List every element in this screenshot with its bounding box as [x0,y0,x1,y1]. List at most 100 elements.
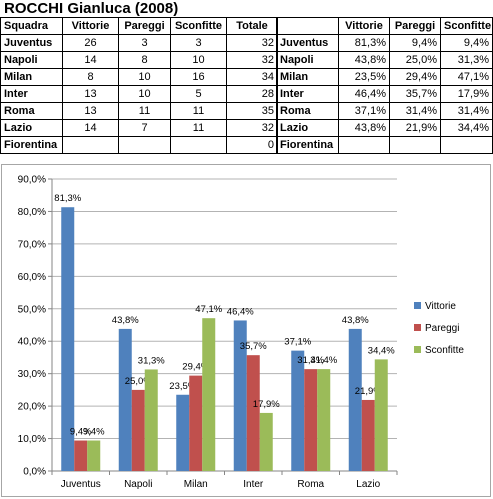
header-cell-team[interactable]: Squadra [0,17,63,35]
value-cell[interactable]: 35 [226,102,278,120]
value-cell[interactable]: 25,0% [389,51,441,69]
header-row: Vittorie Pareggi Sconfitte [276,17,493,35]
value-cell[interactable]: 46,4% [338,85,390,103]
table-row: Napoli 43,8% 25,0% 31,3% [276,51,493,69]
value-cell[interactable]: 29,4% [389,68,441,86]
bar-sconfitte [259,412,273,471]
team-cell[interactable]: Juventus [276,34,339,52]
value-cell[interactable]: 31,4% [440,102,493,120]
value-cell[interactable]: 26 [62,34,119,52]
bar-pareggi [361,399,375,471]
value-cell[interactable]: 13 [62,102,119,120]
bar-pareggi [246,355,260,471]
value-cell[interactable]: 32 [226,51,278,69]
value-cell[interactable]: 23,5% [338,68,390,86]
value-cell[interactable] [170,136,227,154]
header-cell-team[interactable] [276,17,339,35]
value-cell[interactable]: 43,8% [338,51,390,69]
y-tick-label: 70,0% [18,239,46,250]
value-cell[interactable]: 31,4% [389,102,441,120]
header-cell[interactable]: Vittorie [62,17,119,35]
value-cell[interactable]: 8 [62,68,119,86]
data-label: 17,9% [253,399,280,410]
legend-swatch [414,346,421,353]
header-cell[interactable]: Vittorie [338,17,390,35]
value-cell[interactable]: 3 [170,34,227,52]
team-cell[interactable]: Fiorentina [276,136,339,154]
value-cell[interactable]: 47,1% [440,68,493,86]
legend-label: Sconfitte [425,345,464,356]
x-tick-label: Juventus [61,479,101,490]
value-cell[interactable]: 11 [170,102,227,120]
x-tick-label: Napoli [124,479,152,490]
data-label: 34,4% [368,345,395,356]
value-cell[interactable]: 10 [118,68,171,86]
header-cell[interactable]: Sconfitte [170,17,227,35]
team-cell[interactable]: Inter [0,85,63,103]
value-cell[interactable]: 9,4% [389,34,441,52]
value-cell[interactable]: 14 [62,51,119,69]
table-row: Juventus 81,3% 9,4% 9,4% [276,34,493,52]
value-cell[interactable]: 8 [118,51,171,69]
value-cell[interactable]: 10 [170,51,227,69]
value-cell[interactable]: 17,9% [440,85,493,103]
table-row: Fiorentina [276,136,493,154]
team-cell[interactable]: Milan [276,68,339,86]
value-cell[interactable]: 16 [170,68,227,86]
value-cell[interactable] [338,136,390,154]
value-cell[interactable]: 3 [118,34,171,52]
value-cell[interactable]: 34,4% [440,119,493,137]
bar-sconfitte [87,440,101,471]
value-cell[interactable]: 37,1% [338,102,390,120]
team-cell[interactable]: Roma [0,102,63,120]
chart-area[interactable]: 0,0% 10,0% 20,0% 30,0% 40,0% 50,0% 60,0% 70,0% 8… [1,164,491,497]
value-cell[interactable]: 32 [226,119,278,137]
header-cell[interactable]: Totale [226,17,278,35]
value-cell[interactable]: 11 [118,102,171,120]
team-cell[interactable]: Juventus [0,34,63,52]
value-cell[interactable]: 28 [226,85,278,103]
table-row: Lazio 14 7 11 32 [0,119,278,137]
team-cell[interactable]: Napoli [276,51,339,69]
value-cell[interactable]: 10 [118,85,171,103]
value-cell[interactable]: 34 [226,68,278,86]
value-cell[interactable] [440,136,493,154]
value-cell[interactable]: 9,4% [440,34,493,52]
bar-vittorie [61,207,75,471]
value-cell[interactable]: 0 [226,136,278,154]
header-cell[interactable]: Pareggi [118,17,171,35]
results-table: Squadra Vittorie Pareggi Sconfitte Totale Juv… [0,17,278,154]
value-cell[interactable] [118,136,171,154]
value-cell[interactable]: 43,8% [338,119,390,137]
team-cell[interactable]: Lazio [276,119,339,137]
table-row: Napoli 14 8 10 32 [0,51,278,69]
value-cell[interactable]: 31,3% [440,51,493,69]
bar-vittorie [118,328,132,471]
y-tick-label: 80,0% [18,207,46,218]
data-label: 43,8% [112,315,139,326]
value-cell[interactable] [62,136,119,154]
team-cell[interactable]: Lazio [0,119,63,137]
value-cell[interactable]: 35,7% [389,85,441,103]
team-cell[interactable]: Inter [276,85,339,103]
data-label: 47,1% [195,304,222,315]
value-cell[interactable]: 21,9% [389,119,441,137]
data-label: 25,0% [125,376,152,387]
value-cell[interactable] [389,136,441,154]
team-cell[interactable]: Roma [276,102,339,120]
value-cell[interactable]: 5 [170,85,227,103]
value-cell[interactable]: 11 [170,119,227,137]
value-cell[interactable]: 7 [118,119,171,137]
value-cell[interactable]: 14 [62,119,119,137]
value-cell[interactable]: 32 [226,34,278,52]
value-cell[interactable]: 13 [62,85,119,103]
legend-swatch [414,302,421,309]
header-cell[interactable]: Sconfitte [440,17,493,35]
data-label: 9,4% [70,427,92,438]
team-cell[interactable]: Fiorentina [0,136,63,154]
header-cell[interactable]: Pareggi [389,17,441,35]
team-cell[interactable]: Napoli [0,51,63,69]
team-cell[interactable]: Milan [0,68,63,86]
value-cell[interactable]: 81,3% [338,34,390,52]
y-tick-label: 30,0% [18,369,46,380]
